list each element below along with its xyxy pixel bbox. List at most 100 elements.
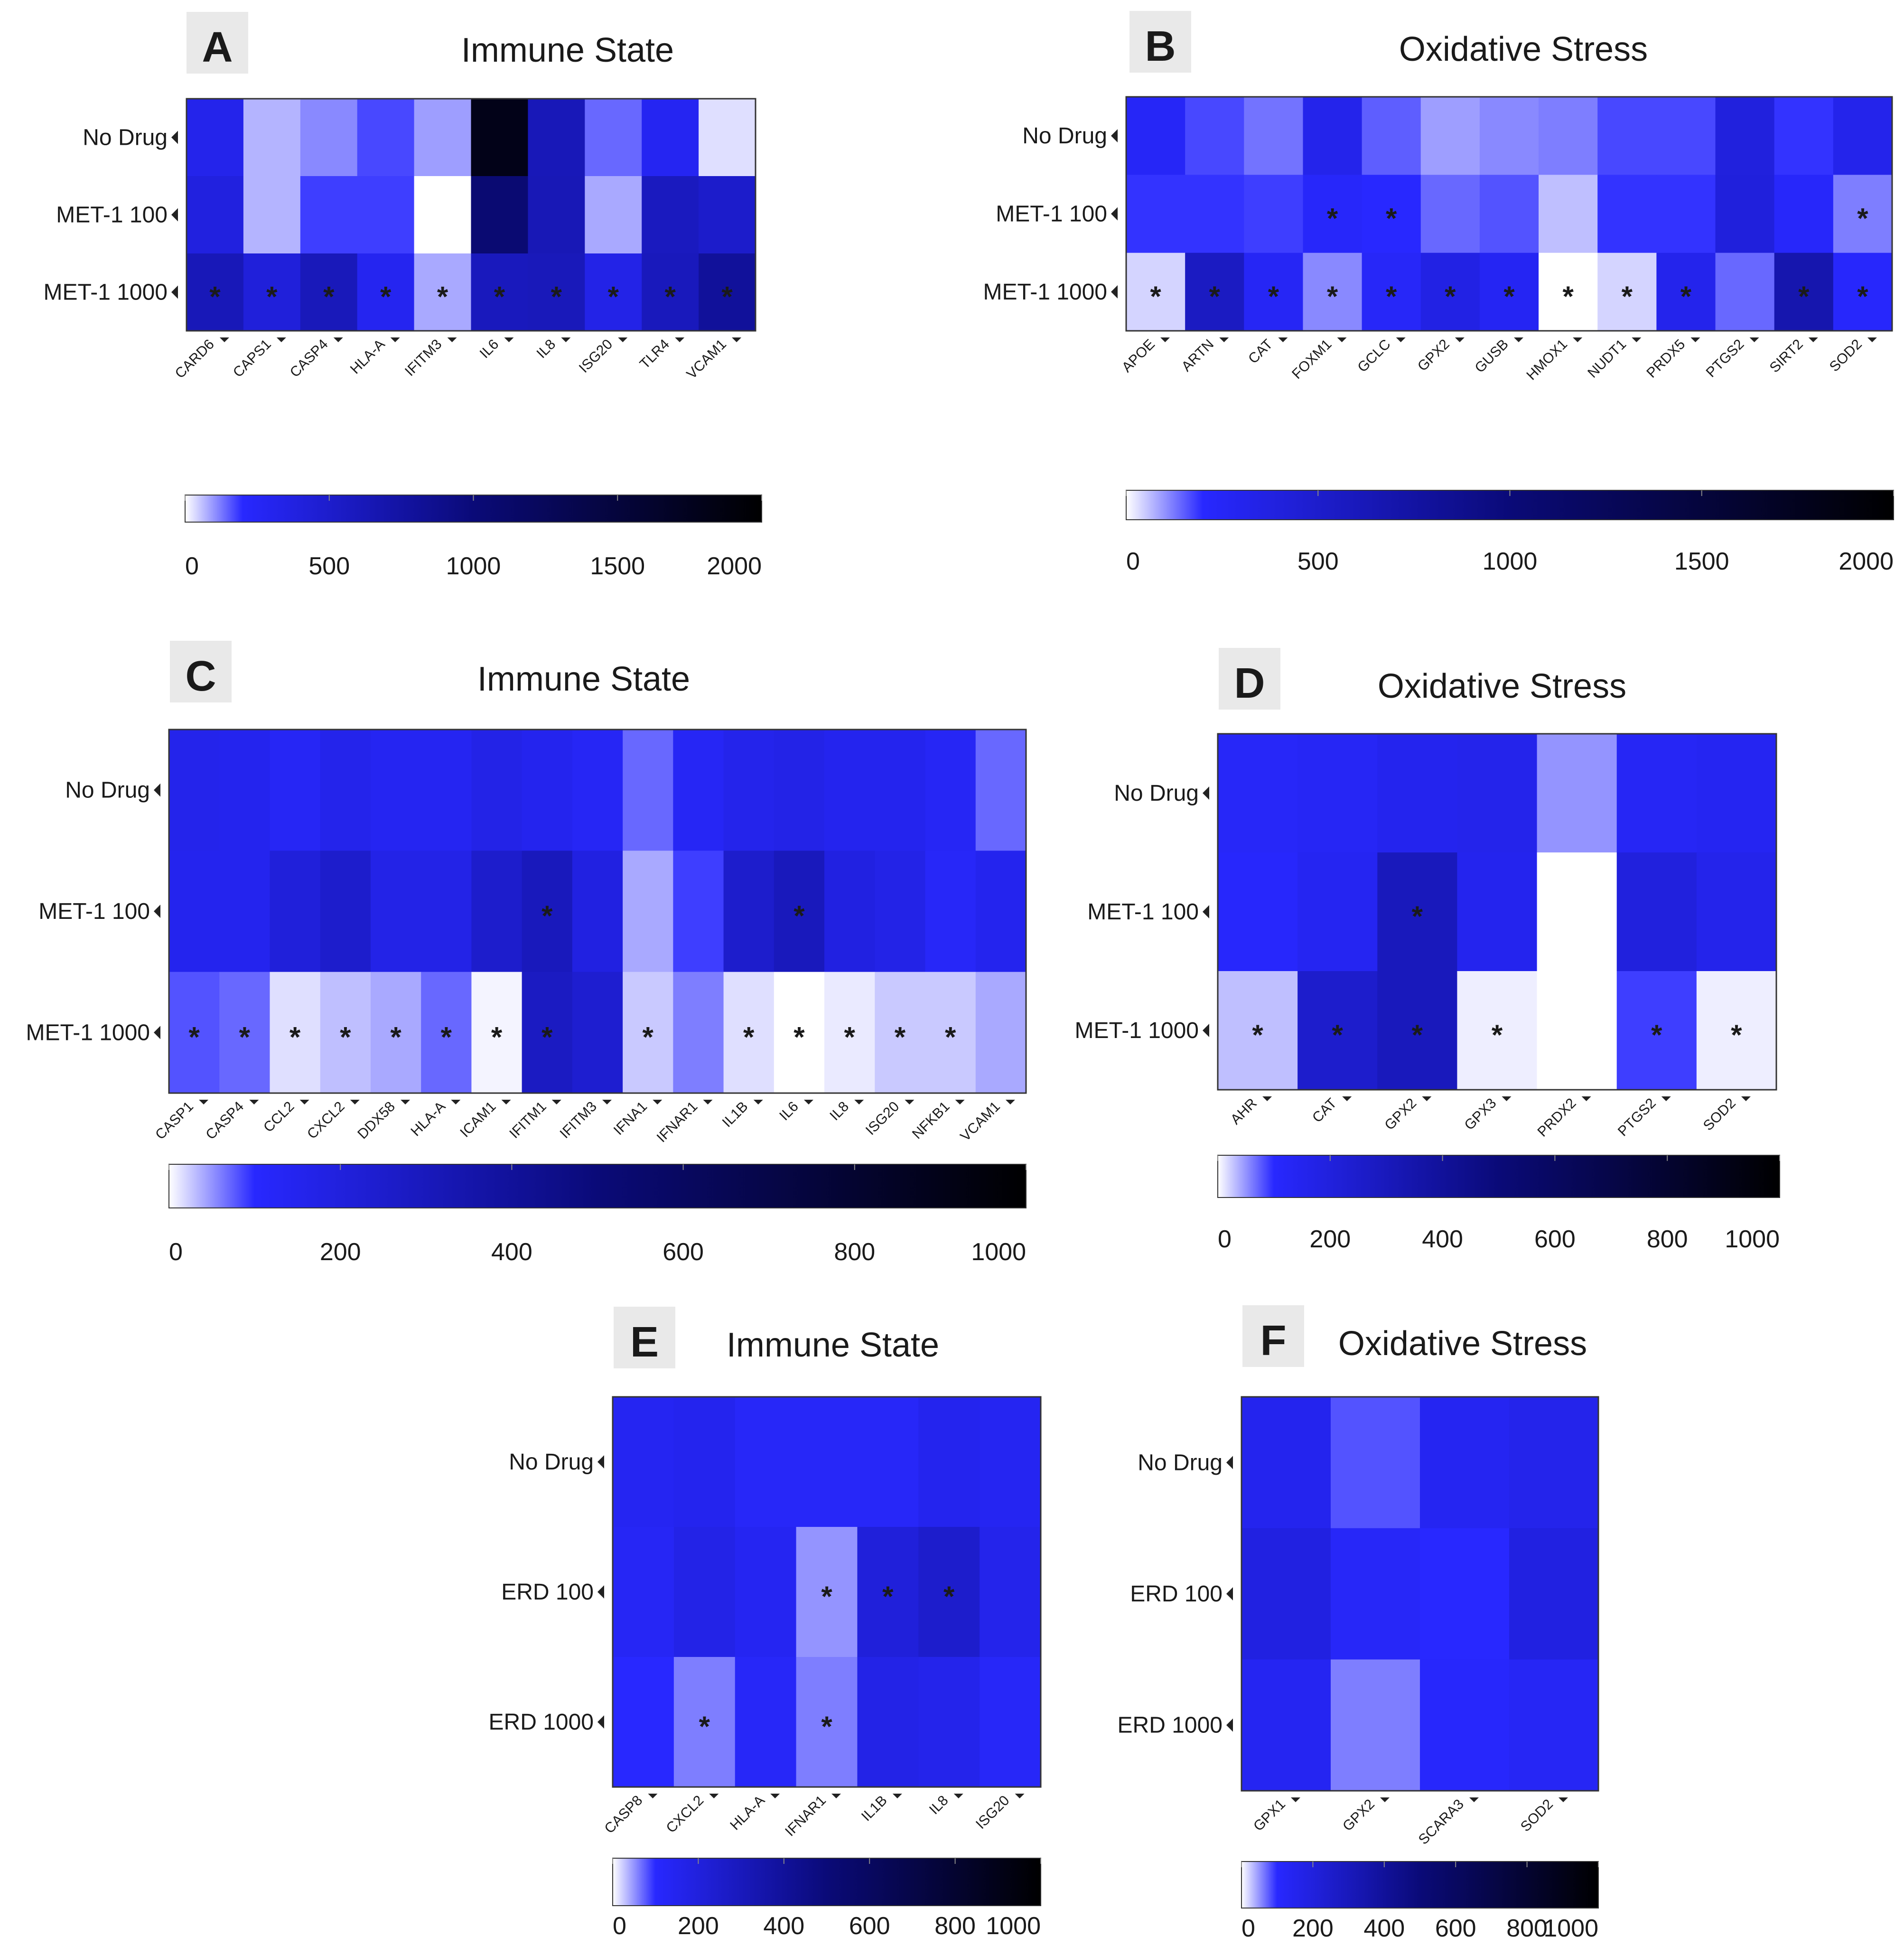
significance-star: * [266,281,278,313]
panel-tag-box [1242,1305,1304,1367]
heatmap-cell [735,1527,797,1657]
column-marker [333,337,343,342]
column-marker [1337,337,1347,342]
column-marker [602,1100,612,1104]
heatmap-cell [1297,852,1378,972]
heatmap-cell [270,851,321,973]
heatmap-cell [300,253,358,331]
heatmap-cell [219,851,270,973]
row-marker [171,131,178,144]
colorbar-tick-label: 200 [320,1238,361,1266]
heatmap-cell [1331,1397,1420,1529]
heatmap-cell [1303,175,1363,253]
heatmap-cell [1833,253,1893,331]
heatmap-cell [572,851,623,973]
column-marker [1749,337,1759,342]
column-marker [831,1794,841,1798]
column-marker [1219,337,1229,342]
heatmap-cell [414,253,471,331]
heatmap-cell [673,1397,736,1527]
heatmap-cell [1420,175,1480,253]
colorbar-tick-label: 400 [763,1912,804,1940]
heatmap-cell [471,253,528,331]
column-marker [401,1100,411,1104]
significance-star: * [1386,281,1397,312]
significance-star: * [541,1021,553,1053]
heatmap-frame [1217,733,1777,1091]
row-label: MET-1 100 [38,899,150,924]
panel-e: E Immune State * * * * * No Drug ERD 100 ERD 1000… [489,1307,1042,1940]
column-marker [451,1100,461,1104]
panel-title: Oxidative Stress [1378,667,1626,705]
significance-star: * [743,1021,755,1053]
heatmap-cell [471,99,528,177]
panel-d: D Oxidative Stress * * * * * * * No Drug MET-1 100… [1075,648,1780,1253]
heatmap-cell [1696,971,1777,1090]
heatmap-cell [774,730,825,851]
heatmap-frame [1125,96,1893,332]
column-marker [447,337,457,342]
heatmap-cell [1377,734,1457,853]
colorbar-tick-label: 600 [849,1912,890,1940]
heatmap-cell [925,730,976,851]
heatmap-cell [1362,97,1421,175]
panel-tag-box [170,641,232,702]
heatmap-cell [357,99,415,177]
heatmap-cell [572,972,623,1094]
column-marker [1559,1797,1568,1802]
heatmap-cell [774,972,825,1094]
colorbar-tick-label: 0 [185,552,199,580]
heatmap-cell [585,253,642,331]
heatmap-cell [918,1397,980,1527]
heatmap-cell [1509,1528,1599,1660]
heatmap-cell [1715,253,1775,331]
heatmap-cell [1241,1659,1331,1791]
heatmap-cell [1331,1659,1420,1791]
heatmap-cell [735,1657,797,1787]
significance-star: * [1209,281,1221,312]
heatmap-cell [421,730,472,851]
heatmap-cell [623,851,673,973]
column-marker [1808,337,1818,342]
row-marker [154,905,160,918]
row-marker [597,1455,604,1469]
heatmap-cell [1297,734,1378,853]
significance-star: * [437,281,448,313]
significance-star: * [844,1021,855,1053]
panel-tag-box [1219,648,1280,710]
row-marker [597,1715,604,1729]
heatmap-cell [187,253,244,331]
row-label: MET-1 1000 [1075,1018,1199,1043]
column-marker [854,1100,864,1104]
heatmap-cell [357,176,415,254]
column-marker [1661,1096,1671,1101]
heatmap-cell [796,1527,858,1657]
panel-title: Immune State [461,31,674,69]
significance-star: * [1412,1019,1423,1051]
heatmap-cell [673,730,724,851]
significance-star: * [323,281,335,313]
colorbar-tick-label: 400 [491,1238,532,1266]
colorbar-tick-label: 1500 [590,552,645,580]
heatmap-frame [612,1396,1042,1788]
heatmap-cell [1420,1659,1510,1791]
significance-star: * [541,900,553,932]
heatmap-cell [414,99,471,177]
heatmap-cell [613,1397,674,1527]
row-label: No Drug [1114,781,1199,806]
significance-star: * [1857,281,1868,312]
row-marker [154,1026,160,1039]
column-marker [709,1794,719,1798]
heatmap-cell [1656,175,1716,253]
row-marker [154,783,160,797]
row-label: MET-1 1000 [26,1020,150,1045]
column-marker [1632,337,1642,342]
heatmap-cell [320,972,371,1094]
heatmap-cell [980,1527,1041,1657]
heatmap-cell [1597,253,1657,331]
row-label: ERD 1000 [489,1710,594,1735]
heatmap-cell [1241,1397,1331,1529]
heatmap-cell [421,851,472,973]
colorbar-tick-label: 0 [613,1912,626,1940]
